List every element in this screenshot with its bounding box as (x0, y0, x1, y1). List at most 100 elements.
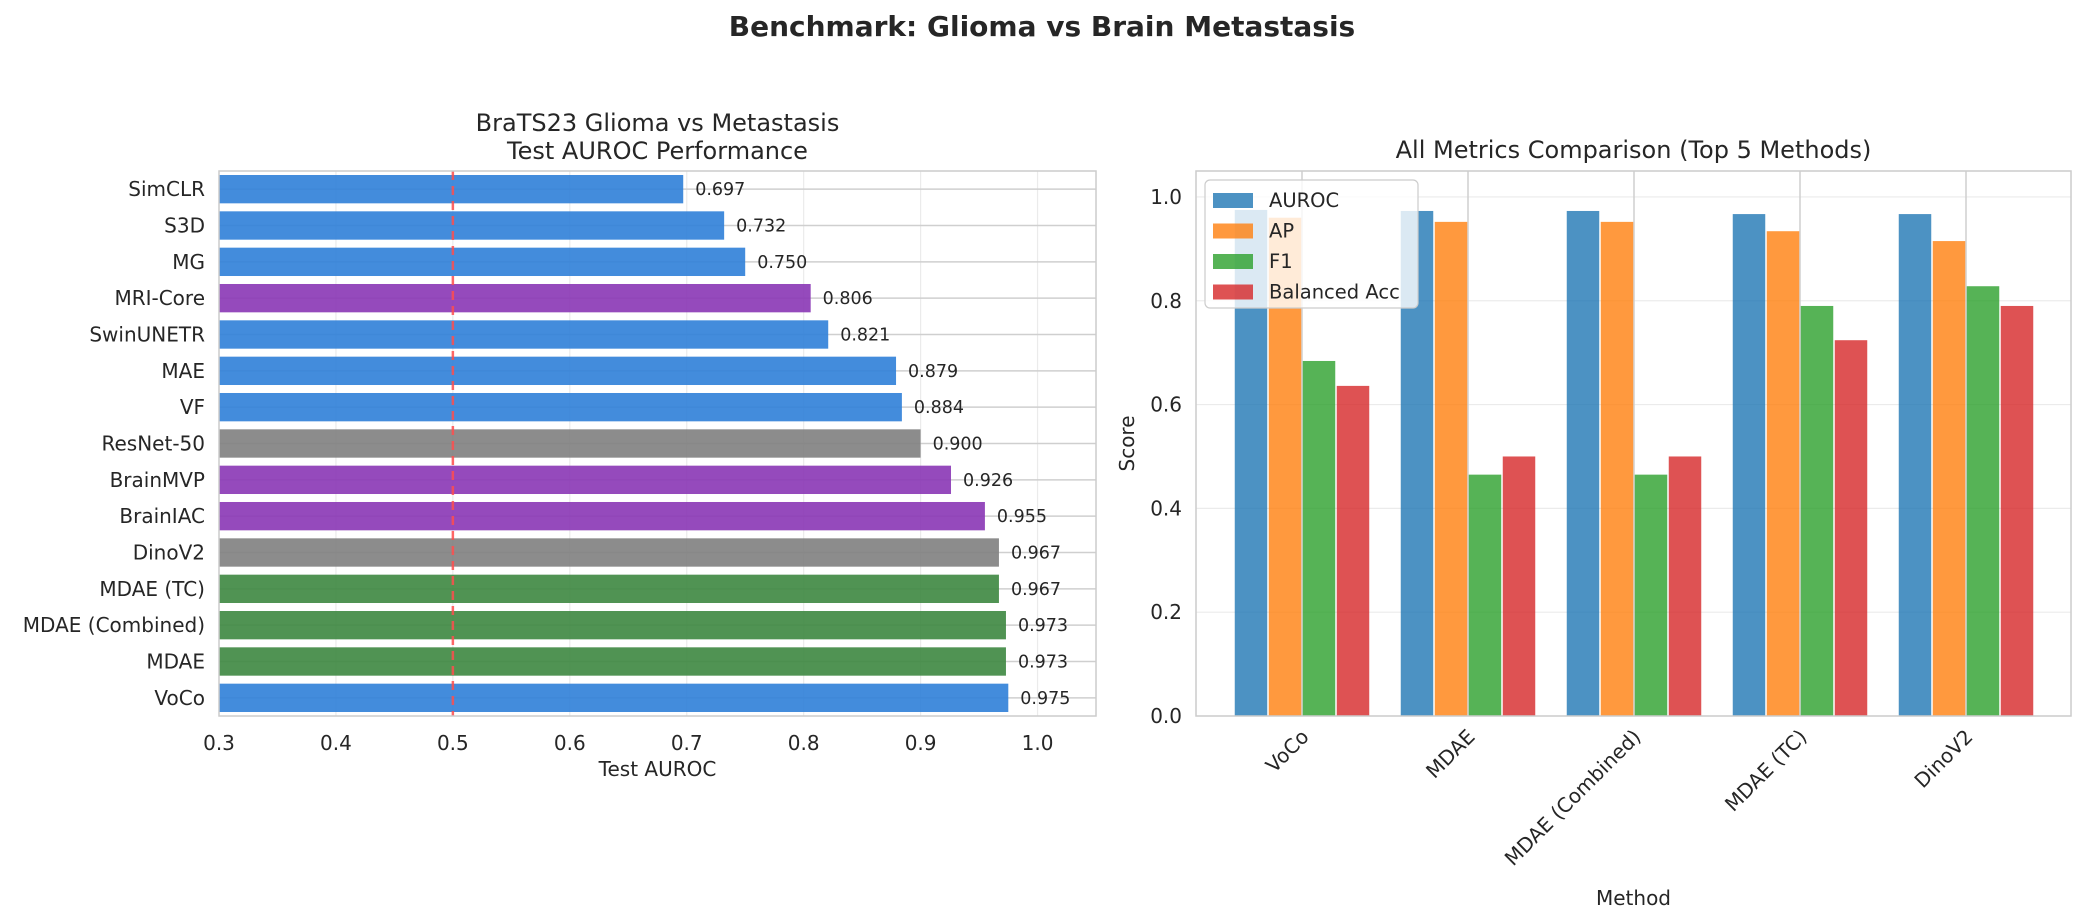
legend-swatch-f1 (1213, 254, 1253, 269)
value-label-resnet-50: 0.900 (933, 435, 983, 455)
bar-vf (219, 392, 902, 422)
y-tick-label-mri-core: MRI-Core (114, 286, 205, 310)
value-label-brainmvp: 0.926 (963, 471, 1013, 491)
y-tick-label-brainiac: BrainIAC (119, 504, 205, 528)
bar-auroc-dinov2 (1898, 214, 1932, 717)
y-tick-label-brainmvp: BrainMVP (110, 468, 205, 492)
left-x-tick-label: 0.7 (671, 731, 703, 755)
bar-mdae-combined (219, 610, 1006, 640)
bar-brainmvp (219, 465, 952, 495)
left-x-tick-label: 0.3 (203, 731, 235, 755)
bar-resnet-50 (219, 429, 921, 458)
x-tick-label-dinov2: DinoV2 (1909, 725, 1977, 793)
bar-voco (219, 683, 1009, 713)
left-plot-frame (218, 170, 1097, 717)
bar-ap-dinov2 (1932, 241, 1966, 717)
legend-swatch-ap (1213, 223, 1253, 239)
bar-f1-mdae-tc (1800, 305, 1834, 716)
bar-balanced-acc-mdae-combined (1668, 456, 1702, 716)
bar-dinov2 (219, 538, 999, 567)
right-y-tick-label: 0.8 (1150, 289, 1182, 313)
value-label-s3d: 0.732 (736, 217, 786, 237)
bar-s3d (219, 211, 725, 240)
right-y-tick-label: 1.0 (1150, 185, 1182, 209)
value-label-voco: 0.975 (1020, 689, 1070, 709)
value-label-swinunetr: 0.821 (840, 326, 890, 346)
suptitle: Benchmark: Glioma vs Brain Metastasis (729, 10, 1355, 43)
right-y-tick-label: 0.6 (1150, 393, 1182, 417)
bar-mri-core (219, 283, 811, 313)
bar-balanced-acc-dinov2 (2000, 305, 2034, 716)
bar-balanced-acc-mdae (1502, 456, 1536, 716)
bar-balanced-acc-voco (1336, 385, 1370, 716)
left-x-tick-label: 0.4 (320, 731, 352, 755)
left-title-line: BraTS23 Glioma vs Metastasis (476, 109, 840, 137)
bar-auroc-mdae-combined (1566, 210, 1600, 716)
bar-f1-voco (1302, 360, 1336, 716)
legend: AUROC AP F1 Balanced Acc (1204, 179, 1419, 309)
value-label-brainiac: 0.955 (997, 507, 1047, 527)
bar-mdae (219, 647, 1006, 676)
legend-label-balanced-acc: Balanced Acc (1269, 281, 1400, 304)
left-x-tick-label: 0.8 (788, 731, 820, 755)
right-x-axis-label: Method (1596, 886, 1671, 910)
left-x-tick-label: 0.9 (905, 731, 937, 755)
bar-f1-mdae-combined (1634, 474, 1668, 716)
bar-ap-mdae (1434, 221, 1468, 716)
value-label-mdae-tc: 0.967 (1011, 580, 1061, 600)
legend-label-ap: AP (1269, 220, 1294, 243)
bar-balanced-acc-mdae-tc (1834, 340, 1868, 716)
value-label-vf: 0.884 (914, 398, 964, 418)
left-x-tick-label: 0.5 (437, 731, 469, 755)
bar-brainiac (219, 501, 985, 531)
value-label-simclr: 0.697 (695, 180, 745, 200)
x-tick-label-voco: VoCo (1261, 725, 1314, 778)
legend-swatch-balanced-acc (1213, 284, 1253, 300)
value-label-dinov2: 0.967 (1011, 544, 1061, 564)
y-tick-label-swinunetr: SwinUNETR (89, 323, 205, 347)
bar-mdae-tc (219, 574, 999, 604)
bar-f1-dinov2 (1966, 286, 2000, 716)
legend-box (1204, 179, 1419, 309)
x-tick-label-mdae-combined: MDAE (Combined) (1500, 725, 1646, 871)
bar-f1-mdae (1468, 474, 1502, 716)
bar-ap-mdae-tc (1766, 231, 1800, 716)
right-chart-title: All Metrics Comparison (Top 5 Methods) (1396, 136, 1872, 164)
bar-swinunetr (219, 320, 829, 349)
bar-mg (219, 247, 746, 277)
left-title-line: Test AUROC Performance (506, 137, 808, 165)
value-label-mri-core: 0.806 (823, 289, 873, 309)
legend-label-auroc: AUROC (1269, 189, 1339, 212)
left-x-axis-label: Test AUROC (598, 757, 717, 781)
y-tick-label-mg: MG (172, 250, 205, 274)
legend-swatch-auroc (1213, 193, 1253, 208)
right-y-axis-label: Score (1115, 415, 1139, 471)
auroc-bar-chart: 0.697 0.732 0.750 0.806 0.821 0.879 0.884 0.900… (23, 109, 1097, 781)
y-tick-label-mdae-combined: MDAE (Combined) (23, 613, 205, 637)
y-tick-label-voco: VoCo (154, 686, 205, 710)
y-tick-label-resnet-50: ResNet-50 (102, 432, 206, 456)
y-tick-label-mdae-tc: MDAE (TC) (99, 577, 205, 601)
y-tick-label-dinov2: DinoV2 (133, 541, 205, 565)
x-tick-label-mdae-tc: MDAE (TC) (1720, 725, 1812, 817)
metrics-grouped-bar-chart: 0.0 0.2 0.4 0.6 0.8 1.0 VoCo MDAE MDAE (Combined… (1115, 136, 2072, 910)
value-label-mdae-combined: 0.973 (1018, 616, 1068, 636)
bar-mae (219, 356, 897, 386)
legend-label-f1: F1 (1269, 250, 1293, 273)
left-x-tick-label: 0.6 (554, 731, 586, 755)
y-tick-label-vf: VF (180, 395, 205, 419)
bar-ap-mdae-combined (1600, 221, 1634, 716)
right-plot-frame (1195, 170, 2072, 717)
bar-auroc-mdae-tc (1732, 214, 1766, 717)
value-label-mg: 0.750 (757, 253, 807, 273)
y-tick-label-simclr: SimCLR (128, 177, 205, 201)
value-label-mae: 0.879 (908, 362, 958, 382)
y-tick-label-mae: MAE (161, 359, 205, 383)
x-tick-label-mdae: MDAE (1421, 725, 1479, 783)
right-y-tick-label: 0.2 (1150, 600, 1182, 624)
bar-simclr (219, 174, 684, 204)
y-tick-label-s3d: S3D (164, 214, 205, 238)
value-label-mdae: 0.973 (1018, 653, 1068, 673)
